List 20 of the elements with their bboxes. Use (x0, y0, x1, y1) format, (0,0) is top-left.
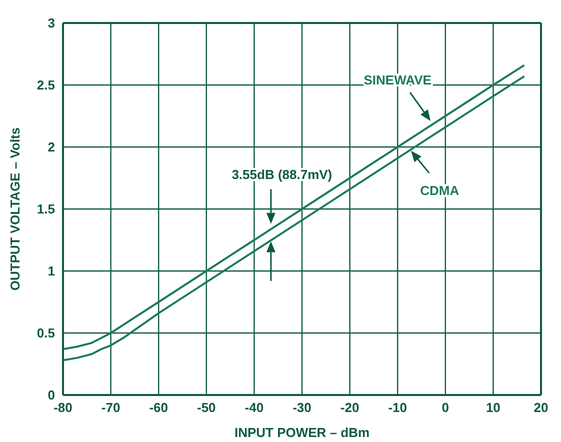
x-tick-label: -30 (292, 400, 312, 416)
y-axis-title: OUTPUT VOLTAGE – Volts (8, 127, 23, 291)
x-tick-label: 10 (486, 400, 500, 416)
x-tick-label: 20 (534, 400, 548, 416)
x-tick-label: -70 (101, 400, 120, 416)
y-tick-label: 0 (48, 388, 55, 403)
y-tick-label: 1.5 (36, 202, 55, 217)
y-tick-label: 2.5 (36, 78, 55, 93)
x-tick-label: -80 (54, 400, 72, 416)
y-tick-label: 2 (48, 140, 55, 155)
y-tick-label: 3 (48, 16, 55, 31)
x-axis-title: INPUT POWER – dBm (234, 425, 370, 440)
x-tick-label: -50 (197, 400, 216, 416)
x-tick-label: -40 (244, 400, 264, 416)
y-tick-label: 1 (48, 264, 55, 279)
x-tick-label: 0 (442, 400, 450, 416)
x-tick-label: -10 (388, 400, 407, 416)
x-tick-label: -60 (149, 400, 168, 416)
x-tick-label: -20 (340, 400, 360, 416)
y-tick-label: 0.5 (36, 326, 55, 341)
